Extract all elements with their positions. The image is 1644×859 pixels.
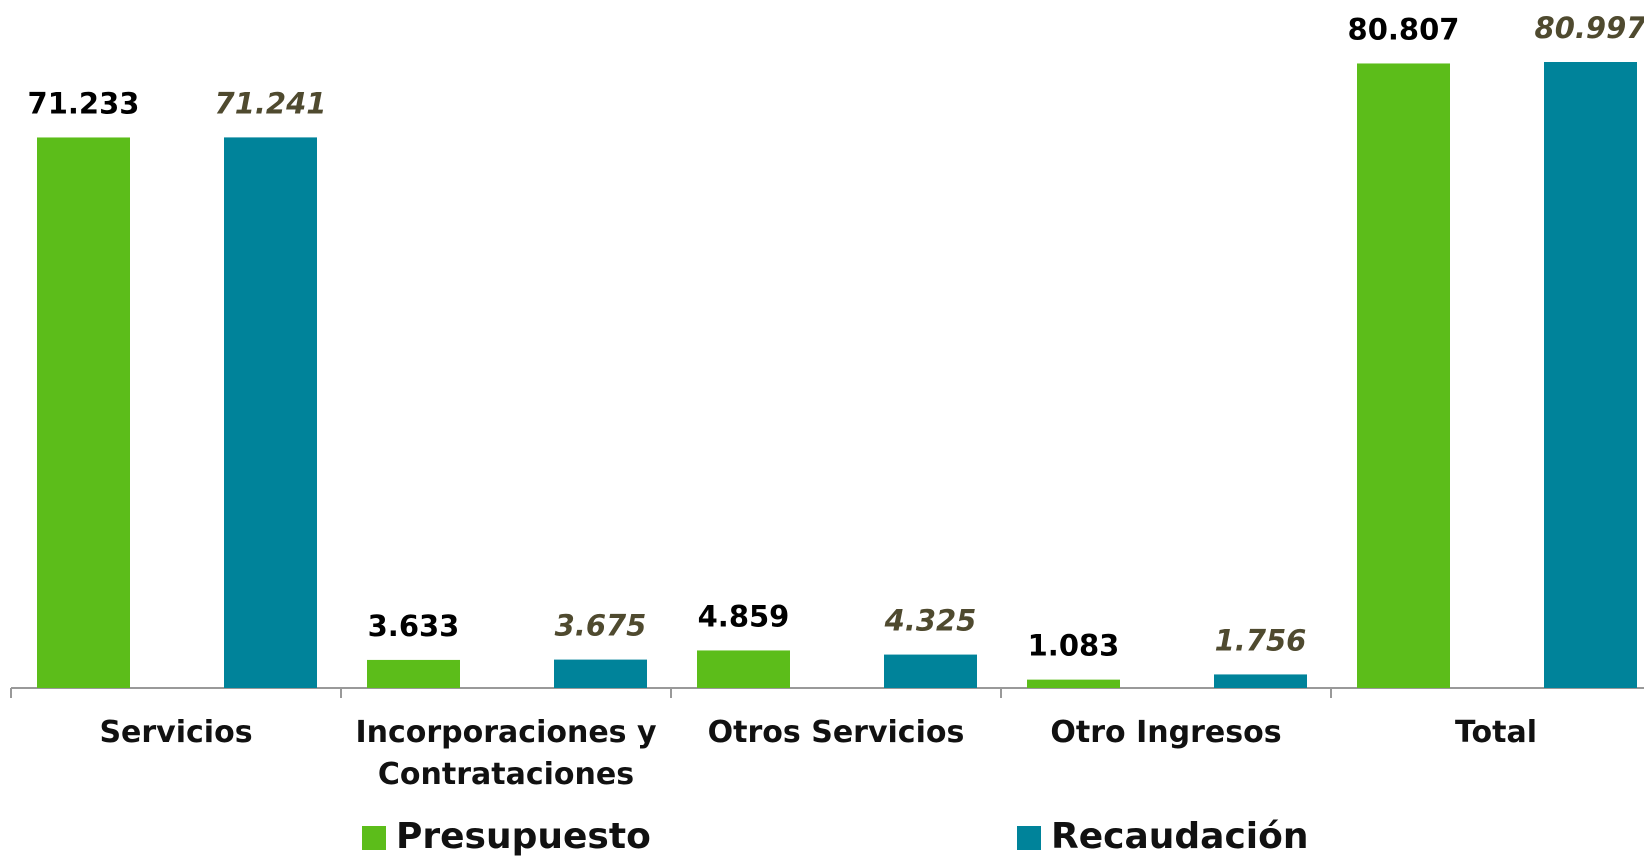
bar	[1027, 679, 1120, 688]
value-label: 1.083	[1028, 629, 1120, 663]
bar	[884, 654, 977, 688]
bar	[697, 650, 790, 688]
x-tick-label: Servicios	[99, 715, 253, 750]
bar	[554, 659, 647, 688]
bar	[224, 137, 317, 689]
x-tick-label: Incorporaciones y Contrataciones	[355, 715, 657, 792]
value-label: 80.807	[1348, 12, 1460, 46]
legend-label: Presupuesto	[396, 816, 651, 857]
legend-label: Recaudación	[1051, 816, 1309, 857]
x-tick-label: Otros Servicios	[707, 715, 965, 750]
bar	[1214, 674, 1307, 688]
bar	[1357, 63, 1450, 689]
legend-swatch	[362, 826, 386, 850]
bar	[367, 659, 460, 688]
value-label: 1.756	[1215, 623, 1307, 657]
value-label: 4.859	[698, 599, 790, 633]
legend-swatch	[1017, 826, 1041, 850]
x-tick-label: Otro Ingresos	[1050, 715, 1282, 750]
x-tick-label: Total	[1455, 715, 1537, 750]
value-label: 3.633	[368, 609, 460, 643]
value-label: 3.675	[555, 609, 647, 643]
value-label: 80.997	[1535, 11, 1644, 45]
value-label: 4.325	[884, 604, 977, 638]
value-label: 71.233	[28, 86, 140, 120]
value-label: 71.241	[215, 86, 327, 120]
bar	[1544, 62, 1637, 688]
bar	[37, 137, 130, 689]
